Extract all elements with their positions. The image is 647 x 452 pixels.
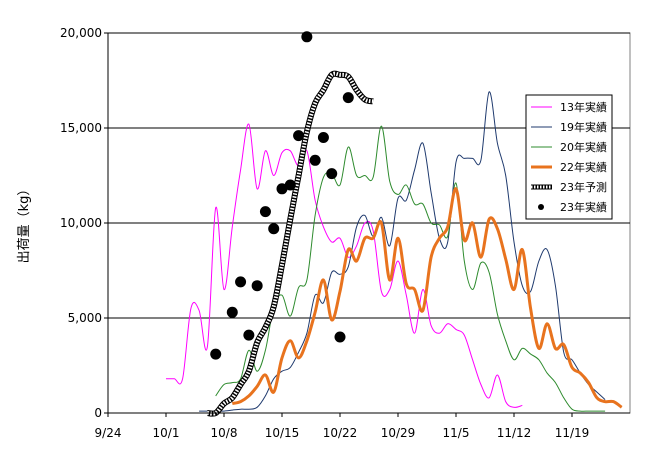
series-line-4-outline [207,70,374,417]
series-line-4 [207,71,374,416]
point-5-15 [342,92,354,104]
point-5-14 [334,331,346,343]
legend-box [525,94,613,220]
legend-label-2: 20年実績 [560,140,607,154]
ytick-label-5000: 5,000 [68,311,102,325]
xtick-label-0: 9/24 [95,426,122,440]
ytick-label-15000: 15,000 [60,121,102,135]
point-5-6 [268,223,280,235]
legend-label-1: 19年実績 [560,120,607,134]
y-axis-label: 出荷量（kg） [17,183,32,264]
point-5-10 [301,31,313,43]
xtick-label-5: 10/29 [381,426,416,440]
point-5-9 [293,130,305,142]
point-5-7 [276,183,288,195]
series-line-0 [166,123,523,408]
ytick-label-0: 0 [94,406,102,420]
point-5-5 [259,206,271,218]
series-line-3 [231,187,623,409]
point-5-11 [309,154,321,166]
xtick-label-8: 11/19 [555,426,590,440]
ytick-label-10000: 10,000 [60,216,102,230]
series-line-2 [215,125,606,412]
legend-label-5: 23年実績 [560,200,607,214]
legend-label-0: 13年実績 [560,100,607,114]
xtick-label-7: 11/12 [497,426,532,440]
point-5-13 [326,168,338,180]
point-5-12 [317,132,329,143]
point-5-2 [235,276,247,288]
point-5-1 [226,306,238,318]
series-line-1 [199,91,606,412]
point-5-0 [210,348,222,360]
legend-marker-5 [538,204,544,210]
point-5-3 [243,329,255,341]
legend-label-3: 22年実績 [560,160,607,174]
xtick-label-1: 10/1 [153,426,180,440]
xtick-label-2: 10/8 [211,426,238,440]
xtick-label-6: 11/5 [443,426,470,440]
point-5-4 [251,280,263,292]
legend-label-4: 23年予測 [560,180,607,194]
ytick-label-20000: 20,000 [60,26,102,40]
xtick-label-3: 10/15 [265,426,300,440]
point-5-8 [284,179,296,191]
xtick-label-4: 10/22 [323,426,358,440]
